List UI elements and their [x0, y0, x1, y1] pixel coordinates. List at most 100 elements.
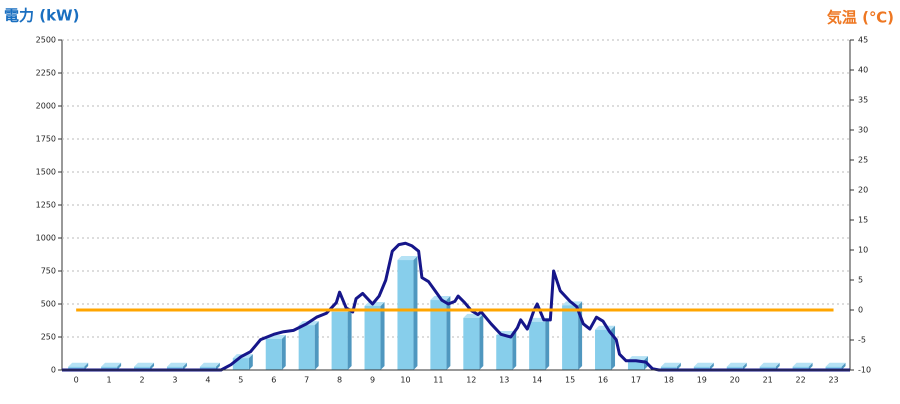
x-tick-label: 8	[337, 376, 342, 385]
y2-tick-label: 40	[858, 66, 868, 75]
x-tick-label: 1	[107, 376, 112, 385]
y2-tick-label: 35	[858, 96, 868, 105]
bar	[825, 366, 842, 370]
y-tick-label: 750	[41, 267, 56, 276]
bar	[726, 366, 743, 370]
bar-side	[512, 331, 517, 370]
bar	[397, 260, 414, 370]
x-tick-label: 11	[433, 376, 443, 385]
y-tick-label: 2500	[36, 36, 56, 45]
x-tick-label: 4	[205, 376, 210, 385]
bar-top	[397, 256, 418, 261]
bar-side	[742, 362, 747, 370]
bar	[562, 305, 579, 370]
bar-side	[117, 362, 122, 370]
x-tick-label: 14	[532, 376, 542, 385]
x-tick-label: 22	[796, 376, 806, 385]
bar-top	[595, 325, 616, 330]
y-tick-label: 500	[41, 300, 56, 309]
y-tick-label: 0	[51, 366, 56, 375]
y-tick-label: 2250	[36, 69, 56, 78]
bar	[298, 325, 315, 370]
bar	[792, 366, 809, 370]
x-tick-label: 23	[828, 376, 838, 385]
bar-side	[150, 362, 155, 370]
bar	[759, 366, 776, 370]
bar-side	[380, 301, 385, 370]
x-tick-label: 15	[565, 376, 575, 385]
x-tick-label: 10	[400, 376, 410, 385]
bar-side	[479, 313, 484, 370]
x-tick-label: 0	[74, 376, 79, 385]
bar-top	[825, 362, 846, 367]
bar	[529, 321, 546, 370]
bar-top	[759, 362, 780, 367]
y2-tick-label: -10	[858, 366, 871, 375]
bar	[68, 366, 85, 370]
x-tick-label: 20	[730, 376, 740, 385]
bar	[166, 366, 183, 370]
y2-tick-label: 5	[858, 276, 863, 285]
y2-tick-label: 20	[858, 186, 868, 195]
bar-side	[248, 354, 253, 370]
bar-top	[660, 362, 681, 367]
bar	[232, 358, 249, 370]
bar-side	[84, 362, 89, 370]
bar-top	[199, 362, 220, 367]
bar-top	[693, 362, 714, 367]
y2-tick-label: -5	[858, 336, 866, 345]
bar-side	[808, 362, 813, 370]
y2-tick-label: 15	[858, 216, 868, 225]
bar-top	[627, 356, 648, 361]
bar-top	[166, 362, 187, 367]
bar	[199, 366, 216, 370]
bar-top	[134, 362, 155, 367]
y-tick-label: 1000	[36, 234, 56, 243]
y2-tick-label: 10	[858, 246, 868, 255]
line	[62, 241, 850, 372]
x-tick-label: 12	[466, 376, 476, 385]
y2-tick-label: 25	[858, 156, 868, 165]
bar-side	[413, 256, 418, 370]
bar-side	[775, 362, 780, 370]
bar	[331, 311, 348, 370]
bar-top	[726, 362, 747, 367]
bar-side	[545, 317, 550, 370]
bar	[496, 335, 513, 370]
bar-side	[347, 307, 352, 370]
x-tick-label: 2	[139, 376, 144, 385]
bar	[595, 329, 612, 370]
x-tick-label: 5	[238, 376, 243, 385]
bar-side	[709, 362, 714, 370]
y2-tick-label: 30	[858, 126, 868, 135]
y2-tick-label: 45	[858, 36, 868, 45]
bar	[430, 300, 447, 370]
bar	[660, 366, 677, 370]
bar	[265, 338, 282, 370]
x-tick-label: 21	[763, 376, 773, 385]
y2-tick-label: 0	[858, 306, 863, 315]
bar-side	[314, 321, 319, 370]
x-tick-label: 9	[370, 376, 375, 385]
bar-side	[446, 296, 451, 370]
bar	[364, 305, 381, 370]
bar-side	[841, 362, 846, 370]
y-axis-title: 電力 (kW)	[4, 7, 79, 25]
x-tick-label: 19	[697, 376, 707, 385]
y-tick-label: 1250	[36, 201, 56, 210]
bar-top	[68, 362, 89, 367]
x-tick-label: 7	[304, 376, 309, 385]
y2-axis-title: 気温 (℃)	[827, 9, 894, 27]
bar-top	[792, 362, 813, 367]
y-tick-label: 2000	[36, 102, 56, 111]
y-tick-label: 1750	[36, 135, 56, 144]
x-tick-label: 3	[172, 376, 177, 385]
bar	[134, 366, 151, 370]
bar-side	[215, 362, 220, 370]
x-tick-label: 6	[271, 376, 276, 385]
x-tick-label: 18	[664, 376, 674, 385]
y-tick-label: 1500	[36, 168, 56, 177]
y-tick-label: 250	[41, 333, 56, 342]
bar-top	[101, 362, 122, 367]
